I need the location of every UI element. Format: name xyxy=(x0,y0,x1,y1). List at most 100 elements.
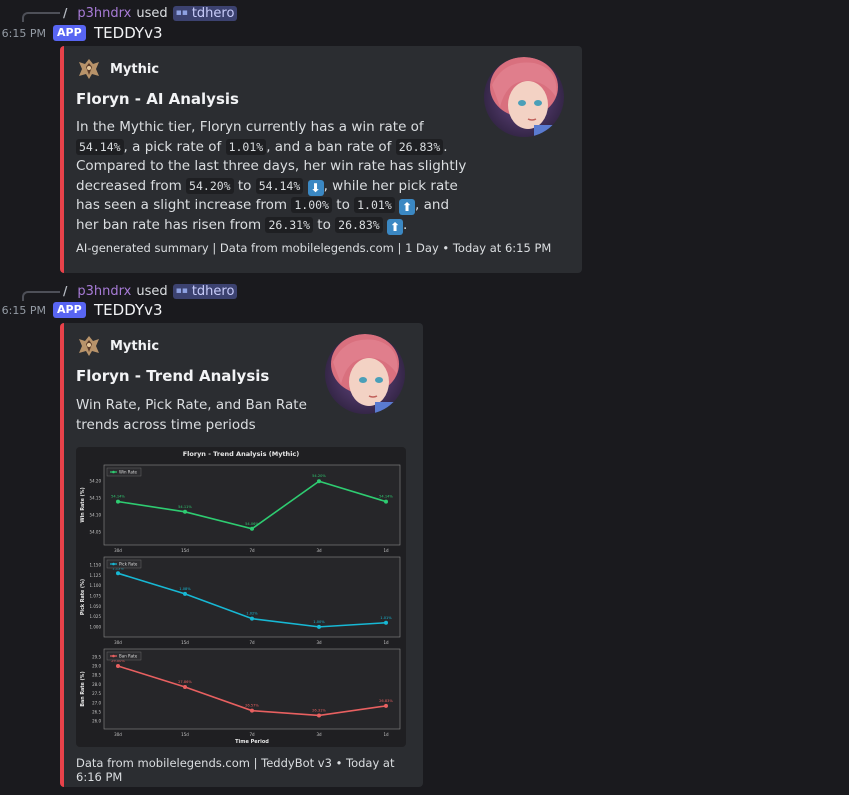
hero-thumbnail[interactable] xyxy=(325,334,405,414)
chart-legend-box xyxy=(106,467,142,477)
desc-text: . Compared to the last three days, her w… xyxy=(76,138,467,194)
desc-text: In the Mythic tier, Floryn currently has… xyxy=(76,119,424,135)
chart-point xyxy=(317,624,321,629)
slash-icon: / xyxy=(63,284,68,298)
reply-used-text: used xyxy=(136,5,168,21)
chart-data-label: 1.08% xyxy=(179,587,191,591)
code-ban-rate: 26.83% xyxy=(395,138,444,155)
chart-point xyxy=(250,526,254,531)
message-header: 6:15 PM APP TEDDYv3 xyxy=(0,300,300,320)
chart-point xyxy=(317,713,321,718)
desc-text: , and a ban rate of xyxy=(266,138,396,155)
command-name: tdhero xyxy=(191,283,235,299)
timestamp[interactable]: 6:15 PM xyxy=(1,26,46,40)
chart-ytick-label: 54.05 xyxy=(90,530,102,535)
reply-connector xyxy=(22,291,60,301)
slash-icon: / xyxy=(63,6,68,20)
code-pick-rate: 1.01% xyxy=(225,138,267,155)
reply-username[interactable]: p3hndrx xyxy=(77,283,132,299)
chart-ytick-label: 1.075 xyxy=(90,593,102,598)
chart-panel xyxy=(103,464,401,546)
chart-data-label: 54.11% xyxy=(178,505,192,509)
reply-preview[interactable]: / p3hndrx used ▪▪ tdhero xyxy=(63,282,238,300)
mythic-rank-icon xyxy=(79,59,99,79)
code-pick-rate-now: 1.01% xyxy=(354,197,395,213)
chart-xtick-label: 1d xyxy=(383,548,389,553)
desc-text: to xyxy=(331,197,355,213)
chart-xtick-label: 7d xyxy=(249,640,255,645)
reply-used-text: used xyxy=(136,283,168,299)
chart-xtick-label: 7d xyxy=(249,732,255,737)
arrow-down-icon: ⬇ xyxy=(307,179,324,196)
chart-xtick-label: 30d xyxy=(114,548,122,553)
chart-ytick-label: 1.125 xyxy=(90,573,102,578)
embed-author: Mythic xyxy=(78,335,159,357)
code-win-rate-now: 54.14% xyxy=(255,177,304,194)
chart-xtick-label: 30d xyxy=(114,640,122,645)
chart-ytick-label: 29.5 xyxy=(92,654,101,659)
embed-author-name: Mythic xyxy=(110,61,160,77)
chart-ytick-label: 1.150 xyxy=(90,563,102,568)
reply-username[interactable]: p3hndrx xyxy=(77,5,132,21)
chart-data-label: 1.00% xyxy=(313,620,325,624)
desc-text: . xyxy=(403,216,408,233)
desc-line-2: trends across time periods xyxy=(76,416,256,433)
hero-thumbnail[interactable] xyxy=(484,57,564,137)
chart-ylabel: Win Rate (%) xyxy=(80,487,86,522)
bot-username[interactable]: TEDDYv3 xyxy=(94,24,163,42)
chart-xtick-label: 7d xyxy=(249,548,255,553)
chart-data-label: 1.01% xyxy=(380,616,392,620)
chart-point xyxy=(250,616,254,621)
embed-title: Floryn - AI Analysis xyxy=(76,90,239,108)
chart-data-label: 54.20% xyxy=(312,474,326,478)
mythic-rank-icon xyxy=(79,336,99,356)
chart-legend-label: Win Rate xyxy=(119,470,137,475)
message-header: 6:15 PM APP TEDDYv3 xyxy=(0,23,300,43)
chart-ytick-label: 1.100 xyxy=(90,583,102,588)
chart-legend-label: Pick Rate xyxy=(119,562,138,567)
chart-xtick-label: 1d xyxy=(383,732,389,737)
chart-legend-marker xyxy=(112,654,115,658)
code-win-rate: 54.14% xyxy=(76,138,124,155)
trend-chart-image[interactable]: Floryn - Trend Analysis (Mythic) Win Rate… xyxy=(76,447,406,747)
chart-data-label: 1.13% xyxy=(112,566,124,570)
desc-text: , while her pick rate has seen a slight … xyxy=(76,177,458,214)
chart-xlabel: Time Period xyxy=(235,739,269,745)
bot-username[interactable]: TEDDYv3 xyxy=(94,301,163,319)
chart-point xyxy=(183,591,187,596)
chart-xtick-label: 15d xyxy=(181,732,189,737)
chart-ytick-label: 29.0 xyxy=(92,664,101,669)
chart-ytick-label: 28.0 xyxy=(92,682,101,687)
code-win-rate-prev: 54.20% xyxy=(186,177,234,194)
code-ban-rate-now: 26.83% xyxy=(335,216,383,233)
embed-author: Mythic xyxy=(78,58,159,80)
chart-ytick-label: 27.5 xyxy=(92,691,101,696)
chart-point xyxy=(384,703,388,708)
chart-data-label: 26.31% xyxy=(312,708,326,712)
chart-point xyxy=(384,620,388,625)
chart-xtick-label: 15d xyxy=(181,548,189,553)
arrow-up-icon: ⬆ xyxy=(387,218,403,235)
command-mention[interactable]: ▪▪ tdhero xyxy=(172,283,238,299)
chart-ytick-label: 27.0 xyxy=(92,700,101,705)
embed-title: Floryn - Trend Analysis xyxy=(76,367,270,385)
chart-point xyxy=(116,664,120,669)
chart-panel xyxy=(103,648,401,730)
chart-ylabel: Pick Rate (%) xyxy=(80,579,86,615)
command-mention[interactable]: ▪▪ tdhero xyxy=(172,5,238,21)
embed-description: In the Mythic tier, Floryn currently has… xyxy=(76,118,471,235)
timestamp[interactable]: 6:15 PM xyxy=(1,303,46,317)
chart-panel xyxy=(103,556,401,638)
command-icon: ▪▪ xyxy=(175,8,188,18)
arrow-up-icon: ⬆ xyxy=(399,199,416,215)
desc-text: , and her ban rate has risen from xyxy=(76,197,450,233)
chart-ytick-label: 54.20 xyxy=(90,479,102,484)
embed-ai-analysis: Mythic Floryn - AI Analysis In the Mythi… xyxy=(60,46,582,273)
reply-preview[interactable]: / p3hndrx used ▪▪ tdhero xyxy=(63,4,238,22)
chart-point xyxy=(250,708,254,713)
chart-data-label: 27.86% xyxy=(178,680,192,684)
chart-ytick-label: 26.0 xyxy=(92,719,101,724)
desc-text: , a pick rate of xyxy=(123,138,226,155)
desc-text: to xyxy=(233,177,256,194)
chart-data-label: 1.02% xyxy=(246,612,258,616)
